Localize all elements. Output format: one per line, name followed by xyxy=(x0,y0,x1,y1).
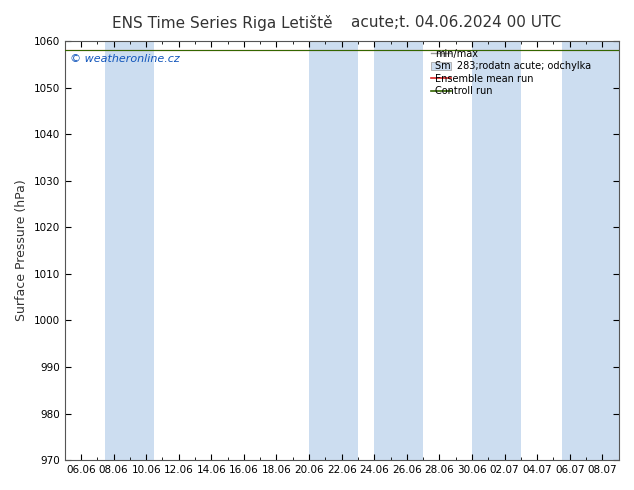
Legend: min/max, Sm  283;rodatn acute; odchylka, Ensemble mean run, Controll run: min/max, Sm 283;rodatn acute; odchylka, … xyxy=(429,46,614,99)
Text: © weatheronline.cz: © weatheronline.cz xyxy=(70,53,180,64)
Bar xyxy=(562,41,619,460)
Bar xyxy=(309,41,358,460)
Y-axis label: Surface Pressure (hPa): Surface Pressure (hPa) xyxy=(15,180,28,321)
Text: ENS Time Series Riga Letiště: ENS Time Series Riga Letiště xyxy=(112,15,332,31)
Bar xyxy=(472,41,521,460)
Text: acute;t. 04.06.2024 00 UTC: acute;t. 04.06.2024 00 UTC xyxy=(351,15,562,30)
Bar xyxy=(374,41,423,460)
Bar xyxy=(105,41,154,460)
